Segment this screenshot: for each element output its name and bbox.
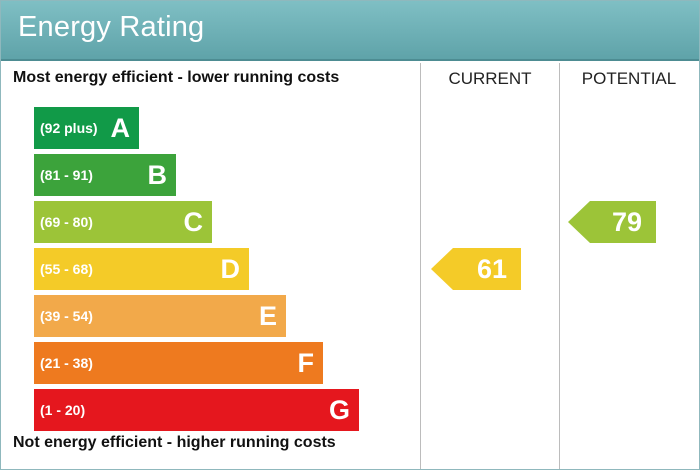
least-efficient-note: Not energy efficient - higher running co…	[13, 434, 336, 451]
current-rating-value: 61	[476, 254, 507, 284]
band-range-label: (69 - 80)	[40, 214, 93, 230]
band-range-label: (92 plus)	[40, 120, 98, 136]
band-g: (1 - 20) G	[34, 389, 359, 431]
current-column-divider	[420, 63, 421, 469]
band-letter: D	[220, 254, 241, 284]
band-letter: B	[147, 160, 168, 190]
most-efficient-note: Most energy efficient - lower running co…	[13, 69, 340, 86]
band-e: (39 - 54) E	[34, 295, 286, 337]
potential-rating-label-box: 79	[568, 201, 656, 243]
band-a: (92 plus) A	[34, 107, 139, 149]
band-d: (55 - 68) D	[34, 248, 249, 290]
band-letter: C	[183, 207, 204, 237]
chart-title: Energy Rating	[18, 11, 205, 43]
band-range-label: (1 - 20)	[40, 402, 86, 418]
band-c: (69 - 80) C	[34, 201, 212, 243]
potential-rating-value: 79	[611, 207, 642, 237]
band-letter: A	[110, 113, 131, 143]
current-column-header: CURRENT	[448, 69, 532, 88]
potential-column-divider	[559, 63, 560, 469]
band-range-label: (39 - 54)	[40, 308, 93, 324]
band-letter: G	[328, 395, 350, 425]
potential-rating-arrow	[568, 201, 656, 243]
band-range-label: (81 - 91)	[40, 167, 93, 183]
band-letter: E	[258, 301, 277, 331]
band-b: (81 - 91) B	[34, 154, 176, 196]
band-range-label: (55 - 68)	[40, 261, 93, 277]
band-f: (21 - 38) F	[34, 342, 323, 384]
current-rating-arrow	[431, 248, 521, 290]
header-bar: Energy Rating	[1, 1, 699, 61]
potential-column-header: POTENTIAL	[581, 69, 677, 88]
band-range-label: (21 - 38)	[40, 355, 93, 371]
current-rating-label-box: 61	[431, 248, 521, 290]
band-letter: F	[297, 348, 315, 378]
